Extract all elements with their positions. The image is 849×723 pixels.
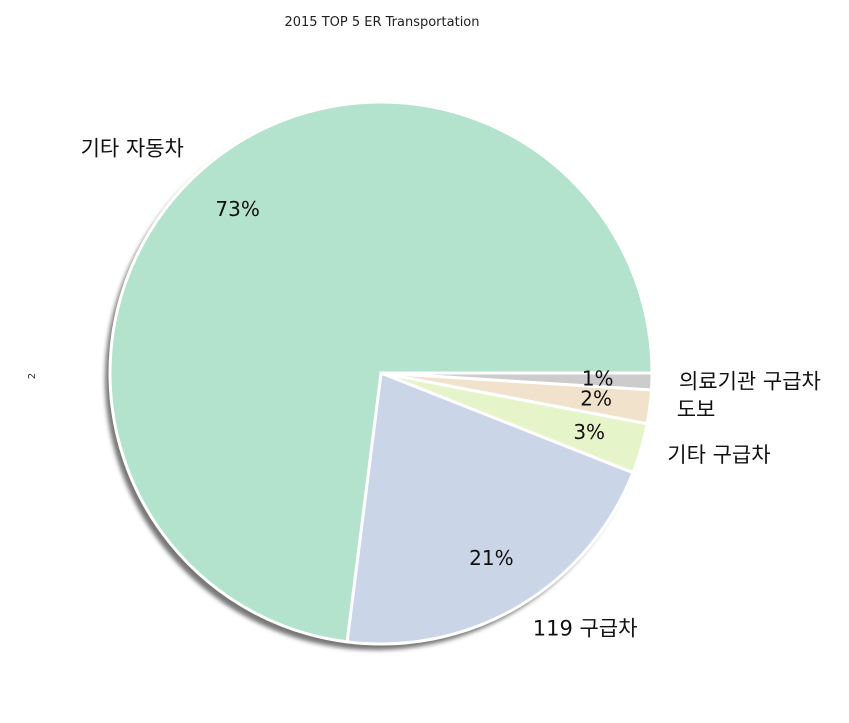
slice-5 bbox=[108, 100, 654, 644]
slice-label-1: 의료기관 구급차 bbox=[679, 369, 821, 393]
percent-label-2: 2% bbox=[580, 387, 612, 411]
slice-label-3: 기타 구급차 bbox=[667, 443, 770, 467]
chart-title: 2015 TOP 5 ER Transportation bbox=[284, 15, 479, 30]
y-axis-label: 2 bbox=[27, 373, 38, 379]
percent-label-3: 3% bbox=[573, 420, 605, 444]
slice-label-4: 119 구급차 bbox=[533, 617, 638, 641]
slice-label-2: 도보 bbox=[677, 397, 716, 421]
slice-4 bbox=[345, 370, 635, 646]
percent-label-5: 73% bbox=[215, 197, 259, 221]
slice-label-5: 기타 자동차 bbox=[81, 136, 184, 160]
pie-labels: 의료기관 구급차 1% 도보 2% 기타 구급차 3% 119 구급차 21% 기타 자동차 73… bbox=[81, 136, 821, 640]
percent-label-1: 1% bbox=[582, 366, 614, 390]
pie-slices bbox=[108, 100, 654, 646]
percent-label-4: 21% bbox=[469, 546, 513, 570]
